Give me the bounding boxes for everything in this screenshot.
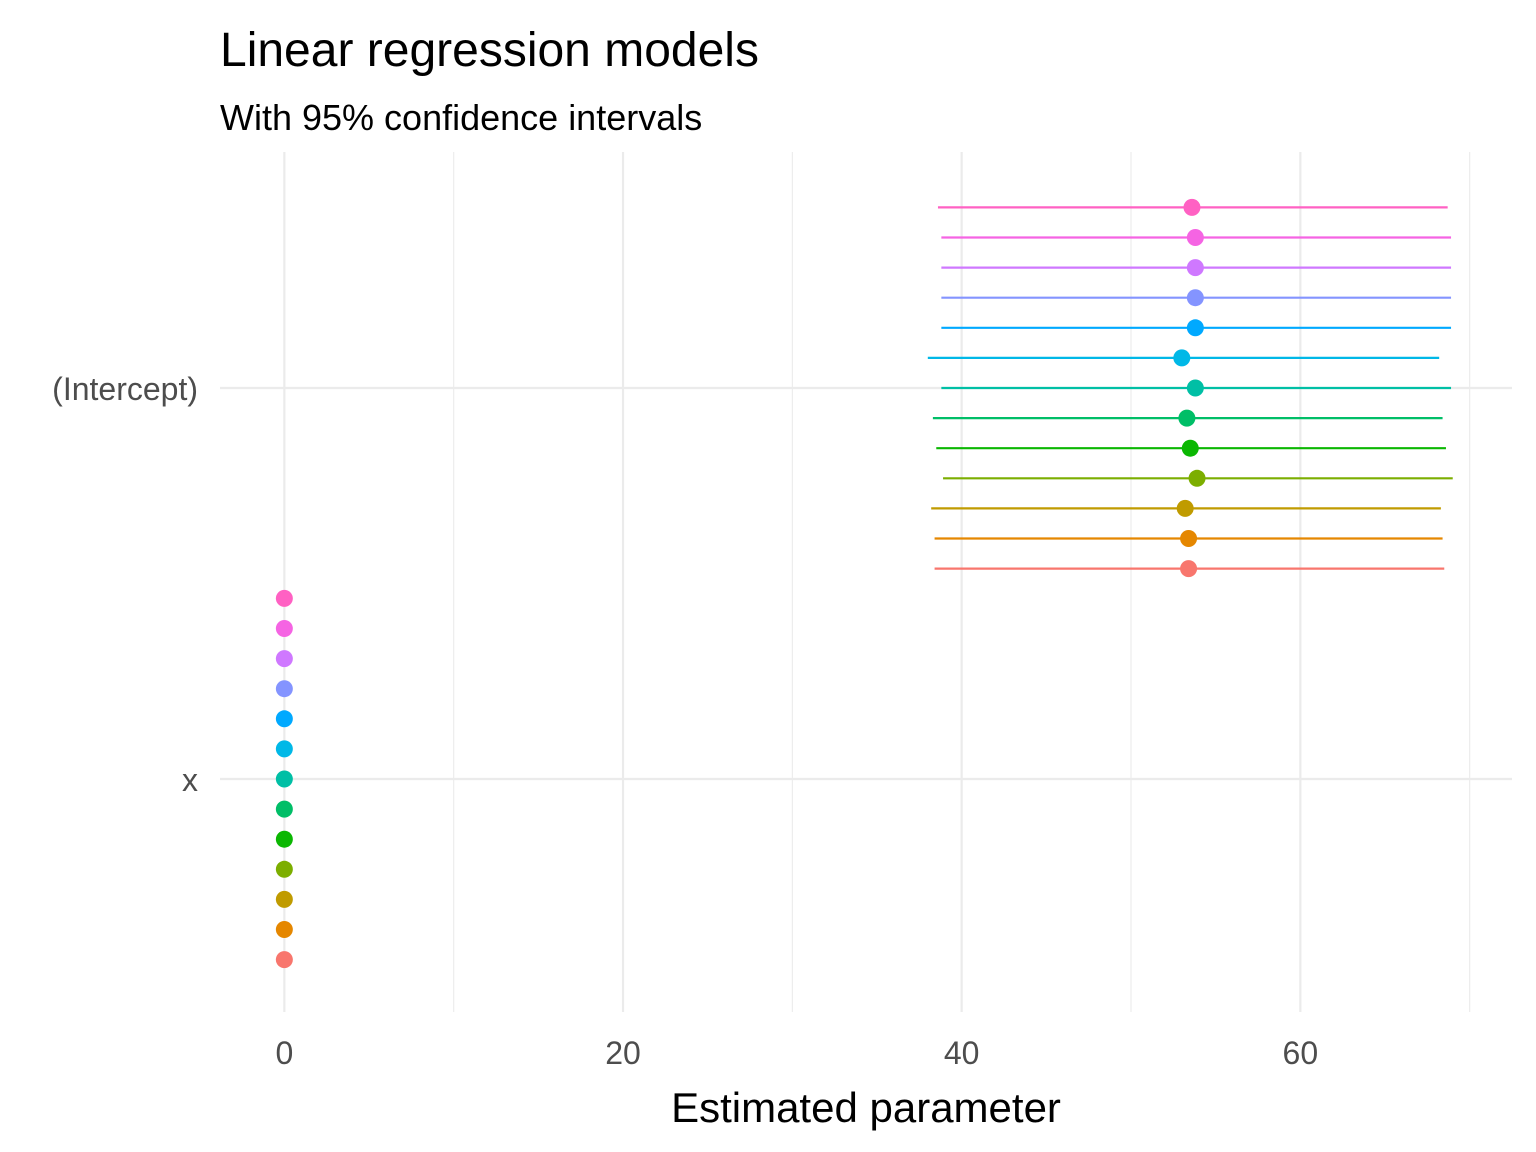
intercept-estimate-point xyxy=(1186,379,1204,397)
x-estimate-point xyxy=(275,650,293,668)
x-tick-label: 0 xyxy=(275,1035,293,1071)
x-estimate-point xyxy=(275,620,293,637)
intercept-estimate-point xyxy=(1178,409,1196,427)
x-estimate-point xyxy=(275,589,293,607)
intercept-estimate-point xyxy=(1186,259,1204,277)
estimate-points xyxy=(275,198,1206,969)
intercept-estimate-point xyxy=(1183,198,1201,216)
intercept-estimate-point xyxy=(1176,499,1194,517)
x-tick-label: 60 xyxy=(1283,1035,1319,1071)
x-estimate-point xyxy=(275,921,293,938)
chart-title: Linear regression models xyxy=(220,24,759,77)
intercept-estimate-point xyxy=(1186,319,1204,337)
x-estimate-point xyxy=(275,740,293,758)
x-axis-title: Estimated parameter xyxy=(671,1084,1061,1131)
x-estimate-point xyxy=(275,830,293,848)
intercept-estimate-point xyxy=(1181,439,1199,457)
intercept-estimate-point xyxy=(1173,349,1191,367)
x-tick-label: 40 xyxy=(944,1035,980,1071)
y-tick-label: x xyxy=(182,762,198,798)
intercept-estimate-point xyxy=(1180,560,1198,578)
x-estimate-point xyxy=(275,951,293,969)
intercept-estimate-point xyxy=(1180,530,1198,547)
x-estimate-point xyxy=(275,710,293,728)
intercept-estimate-point xyxy=(1186,289,1204,307)
x-estimate-point xyxy=(275,800,293,818)
intercept-estimate-point xyxy=(1188,469,1206,487)
x-estimate-point xyxy=(275,860,293,878)
x-estimate-point xyxy=(275,680,293,698)
y-tick-label: (Intercept) xyxy=(52,371,198,407)
axes: 0 20 40 60 (Intercept) x xyxy=(52,371,1318,1071)
x-estimate-point xyxy=(275,770,293,788)
intercept-estimate-point xyxy=(1186,229,1204,246)
x-tick-label: 20 xyxy=(605,1035,641,1071)
x-estimate-point xyxy=(275,890,293,908)
grid-lines xyxy=(220,152,1512,1012)
chart-subtitle: With 95% confidence intervals xyxy=(220,97,702,138)
